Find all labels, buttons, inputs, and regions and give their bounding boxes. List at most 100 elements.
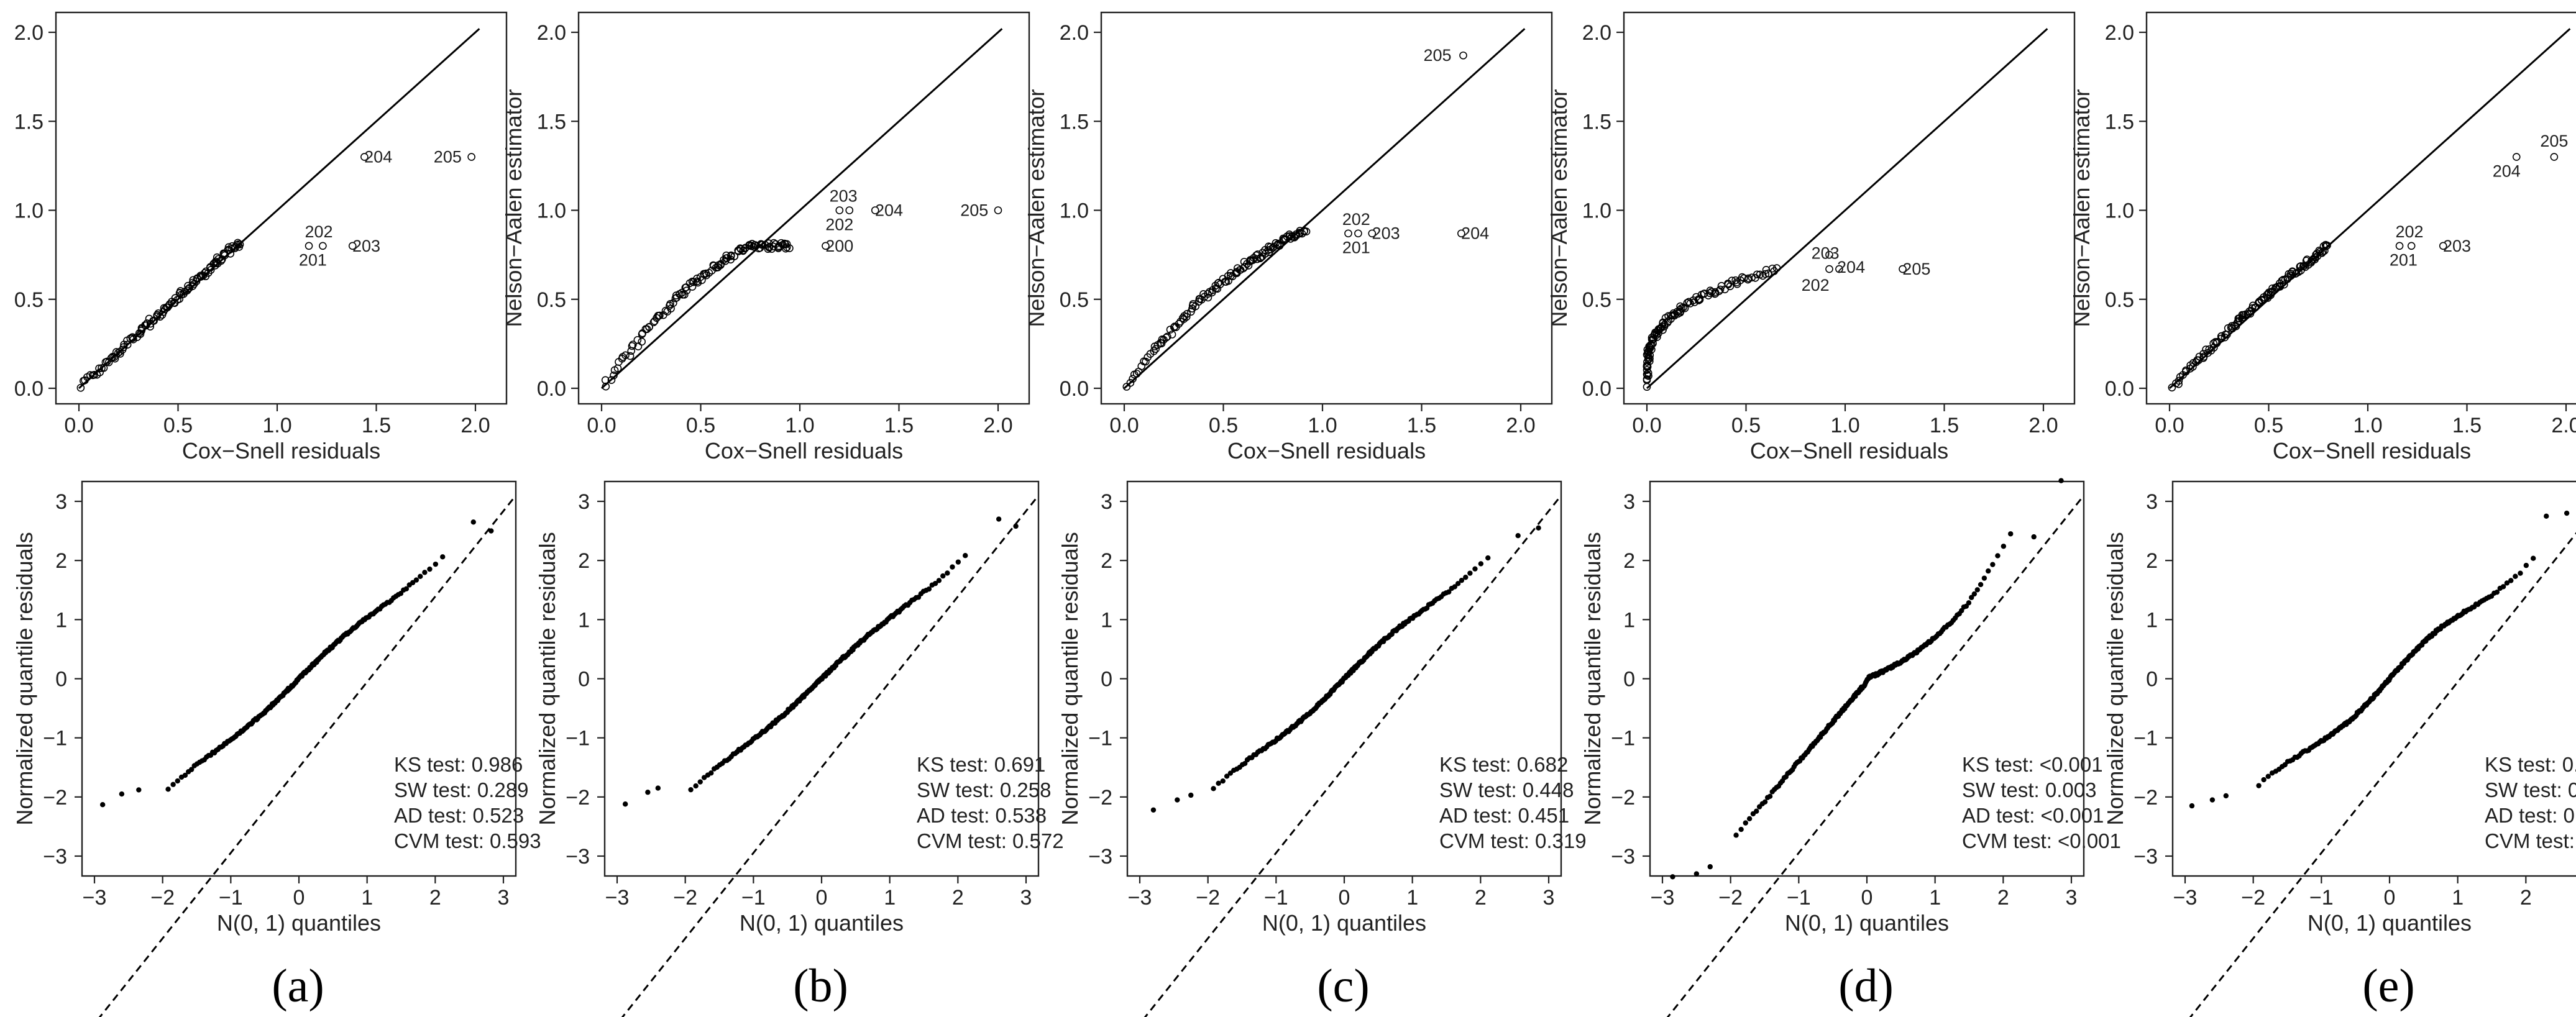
data-point <box>1978 581 1984 588</box>
test-value: 0.538 <box>989 804 1047 827</box>
data-point <box>786 244 794 252</box>
y-tick-label: 3 <box>55 490 67 514</box>
x-tick-label: 0.0 <box>64 414 93 437</box>
data-point <box>2194 356 2203 365</box>
data-point <box>1728 276 1736 285</box>
x-tick-label: −1 <box>219 886 243 910</box>
data-point <box>1767 793 1773 800</box>
tail-point <box>655 785 661 791</box>
reference-line <box>2189 532 2576 1017</box>
data-point <box>1463 575 1469 580</box>
outlier-point <box>1368 229 1377 238</box>
plot-frame <box>1100 11 1553 405</box>
x-tick-label: −3 <box>2173 886 2198 910</box>
x-tick-label: −3 <box>83 886 107 910</box>
test-name: CVM test: <box>394 829 484 852</box>
test-name: KS test: <box>917 753 989 776</box>
data-point <box>2322 242 2331 250</box>
y-tick-label: −1 <box>1088 727 1112 750</box>
x-tick-label: −1 <box>2309 886 2334 910</box>
x-tick-label: −2 <box>2241 886 2265 910</box>
data-point <box>926 586 932 592</box>
y-tick-label: 1.5 <box>1582 110 1611 134</box>
y-tick-label: 1.5 <box>1060 110 1089 134</box>
test-value: <0.001 <box>2035 804 2104 827</box>
outlier-point <box>2407 242 2416 250</box>
test-value: 0.451 <box>1512 804 1569 827</box>
data-point <box>96 368 104 376</box>
y-tick-label: −2 <box>1611 786 1635 809</box>
panel-label: (d) <box>1838 960 1894 1012</box>
x-tick-label: 1.5 <box>2452 414 2482 437</box>
cox-snell-plot-1: 0.0 0.5 1.0 1.5 2.0 0.0 0.5 1.0 1.5 2.0 Cox−Snell … <box>501 11 1030 463</box>
y-tick-label: 0.0 <box>14 377 44 401</box>
data-point <box>1472 566 1478 572</box>
y-axis-title: Nelson−Aalen estimator <box>2069 89 2094 327</box>
y-tick-label: 2.0 <box>1060 21 1089 45</box>
x-tick-label: 1.5 <box>1930 414 1959 437</box>
tail-point <box>1175 797 1180 803</box>
outlier-label: 204 <box>1837 258 1865 276</box>
tail-point <box>1670 874 1675 880</box>
outlier-label: 201 <box>299 251 327 270</box>
data-point <box>1452 584 1457 590</box>
test-name: KS test: <box>1439 753 1511 776</box>
test-value: 0.523 <box>467 804 524 827</box>
x-tick-label: 1.0 <box>785 414 814 437</box>
plot-frame <box>1623 11 2076 405</box>
data-point <box>1974 587 1980 593</box>
y-tick-label: 0.0 <box>1582 377 1611 401</box>
y-axis-title: Normalized quantile residuals <box>12 532 37 825</box>
data-point <box>628 342 636 350</box>
panel-label: (a) <box>272 960 324 1012</box>
data-point <box>1267 245 1275 253</box>
data-point <box>682 286 691 295</box>
data-point <box>1700 290 1708 298</box>
x-axis-title: Cox−Snell residuals <box>1750 438 1948 463</box>
outlier-label: 203 <box>830 187 858 206</box>
test-value: <0.001 <box>2052 829 2121 852</box>
outlier-label: 204 <box>1461 224 1489 243</box>
data-point <box>1216 780 1221 786</box>
y-tick-label: 2.0 <box>14 21 44 45</box>
tail-point <box>1150 807 1157 813</box>
tail-point <box>488 528 494 534</box>
y-tick-label: 2.0 <box>537 21 566 45</box>
y-tick-label: 0 <box>1623 668 1635 691</box>
data-point <box>1981 575 1987 581</box>
y-tick-label: 1.0 <box>2105 199 2134 223</box>
y-tick-label: −3 <box>566 845 590 869</box>
data-point <box>1204 293 1212 302</box>
data-point <box>940 573 946 579</box>
data-point <box>621 351 630 360</box>
data-point <box>413 577 419 583</box>
data-point <box>693 783 699 789</box>
data-point <box>123 340 132 349</box>
y-axis-title: Nelson−Aalen estimator <box>501 89 526 327</box>
y-tick-label: 2 <box>1623 549 1635 573</box>
data-point <box>1183 310 1191 318</box>
data-point <box>1743 820 1748 826</box>
data-point <box>76 383 85 392</box>
tail-point <box>622 801 628 807</box>
x-tick-label: 0.0 <box>1632 414 1661 437</box>
x-tick-label: 2 <box>952 886 964 910</box>
test-value: 0.448 <box>1517 778 1574 801</box>
test-statistic: SW test: 0.218 <box>2485 778 2576 801</box>
data-point <box>1726 282 1735 291</box>
x-tick-label: 1.5 <box>884 414 914 437</box>
outlier-label: 203 <box>1812 244 1840 262</box>
data-point <box>427 566 433 572</box>
outlier-point <box>305 242 313 250</box>
outlier-label: 205 <box>960 201 988 220</box>
data-point <box>1137 362 1146 370</box>
test-name: AD test: <box>394 804 467 827</box>
data-point <box>601 376 610 385</box>
y-tick-label: −1 <box>43 727 67 750</box>
data-point <box>1459 577 1465 583</box>
tail-point <box>2209 797 2216 803</box>
x-tick-label: 0.5 <box>1731 414 1761 437</box>
y-tick-label: 1.0 <box>1582 199 1611 223</box>
x-tick-label: −1 <box>741 886 766 910</box>
data-point <box>2531 555 2536 561</box>
